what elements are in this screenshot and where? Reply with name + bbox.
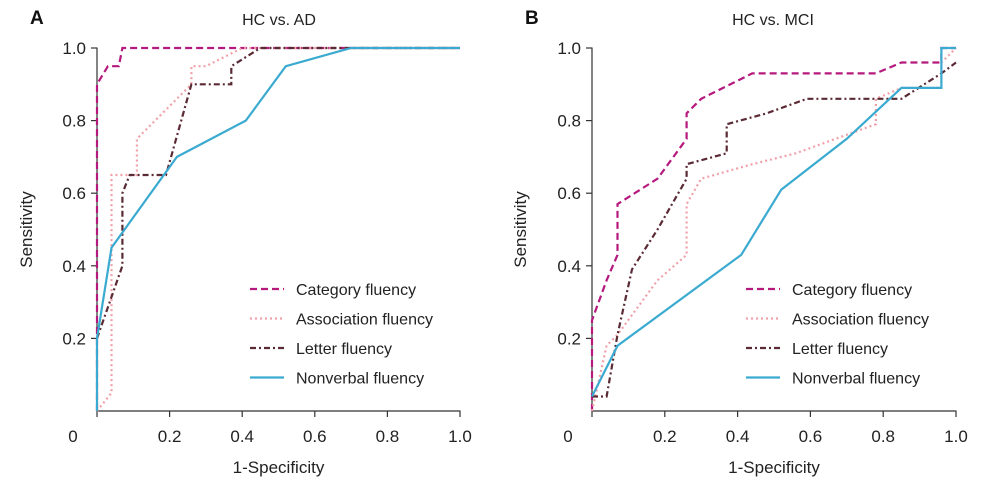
roc-curve-nonverbal-fluency <box>95 46 460 411</box>
x-tick-label: 0.2 <box>158 427 182 446</box>
y-tick-label: 0.2 <box>62 329 86 348</box>
roc-curve-letter-fluency <box>592 61 957 398</box>
legend-label: Letter fluency <box>296 341 392 358</box>
x-tick-label: 0.2 <box>653 427 677 446</box>
x-tick-label: 0 <box>563 427 572 446</box>
x-tick-label: 1.0 <box>448 427 472 446</box>
roc-panel-b: B HC vs. MCI 0 0.2 0.4 0.6 0.8 1.0 0.2 0.4 0.6 0.8 1… <box>511 8 968 477</box>
roc-curve-nonverbal-fluency <box>591 46 956 397</box>
x-axis-label: 1-Specificity <box>728 458 820 477</box>
legend-label: Nonverbal fluency <box>792 371 920 388</box>
roc-curve-category-fluency <box>590 46 956 411</box>
y-tick-label: 0.4 <box>62 257 86 276</box>
y-tick-label: 0.8 <box>62 112 86 131</box>
legend-label: Association fluency <box>296 312 433 329</box>
panel-title: HC vs. MCI <box>732 12 814 29</box>
legend-label: Category fluency <box>296 282 416 299</box>
x-tick-label: 0.4 <box>726 427 750 446</box>
roc-panel-a: A HC vs. AD 0 0.2 0.4 0.6 0.8 1.0 0.2 0.4 0.6 0.8 1.… <box>17 8 472 477</box>
x-tick-label: 0.4 <box>230 427 254 446</box>
legend: Category fluency Association fluency Lette… <box>746 282 929 388</box>
x-tick-label: 0.6 <box>799 427 823 446</box>
legend: Category fluency Association fluency Lette… <box>250 282 433 388</box>
y-tick-label: 0.8 <box>557 112 581 131</box>
y-tick-label: 0.6 <box>557 184 581 203</box>
legend-label: Association fluency <box>792 312 929 329</box>
roc-curve-association-fluency <box>590 47 957 412</box>
x-tick-label: 0 <box>68 427 77 446</box>
roc-curve-category-fluency <box>95 46 460 411</box>
legend-label: Nonverbal fluency <box>296 371 424 388</box>
y-axis-label: Sensitivity <box>17 191 36 268</box>
y-axis-label: Sensitivity <box>511 191 530 268</box>
y-tick-label: 1.0 <box>62 39 86 58</box>
legend-label: Category fluency <box>792 282 912 299</box>
x-tick-label: 1.0 <box>944 427 968 446</box>
x-tick-label: 0.6 <box>303 427 327 446</box>
legend-label: Letter fluency <box>792 341 888 358</box>
x-tick-label: 0.8 <box>871 427 895 446</box>
roc-curve-letter-fluency <box>95 46 460 339</box>
panel-letter: B <box>525 8 539 29</box>
x-axis-label: 1-Specificity <box>233 458 325 477</box>
x-tick-label: 0.8 <box>376 427 400 446</box>
y-tick-label: 0.6 <box>62 184 86 203</box>
panel-title: HC vs. AD <box>242 12 316 29</box>
panel-letter: A <box>30 8 44 29</box>
y-tick-label: 0.4 <box>557 257 581 276</box>
y-tick-label: 1.0 <box>557 39 581 58</box>
y-tick-label: 0.2 <box>557 329 581 348</box>
roc-curve-association-fluency <box>96 46 460 412</box>
